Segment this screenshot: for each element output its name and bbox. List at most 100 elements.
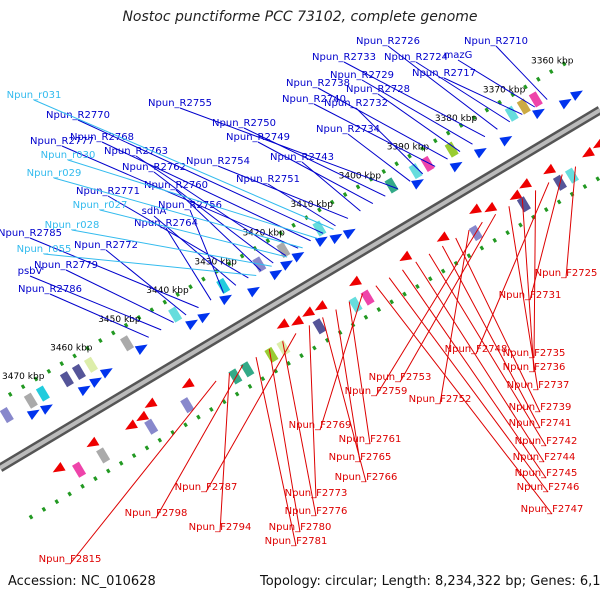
plus-gene-label-leader — [387, 45, 498, 130]
minus-gene-label-leader — [69, 380, 217, 565]
minus-strand-gene-arrow — [399, 250, 413, 262]
minus-strand-gene-arrow — [592, 137, 600, 149]
plus-gene-label: Npun_R2762 — [122, 162, 186, 173]
minus-gene-label-leader — [475, 182, 550, 355]
minus-gene-label: Npun_F2748 — [445, 344, 508, 355]
genome-map-canvas: 3360 kbp 3370 kbp 3380 kbp 3390 kbp 3400 kbp… — [0, 36, 600, 565]
rna-gene-label: Npun_r055 — [17, 244, 72, 255]
plus-strand-gene-arrow — [291, 252, 305, 263]
minus-gene-label-leader — [319, 293, 364, 431]
plus-gene-label-leader — [313, 103, 436, 167]
minus-gene-label: Npun_F2753 — [369, 372, 432, 383]
plus-gene-label-leader — [61, 145, 299, 249]
plus-gene-label: Npun_R2743 — [270, 152, 334, 163]
plus-strand-gene-arrow — [134, 344, 148, 355]
minus-strand-gene-arrow — [136, 410, 150, 422]
minus-feature-block — [264, 346, 279, 364]
minus-gene-label: Npun_F2798 — [125, 508, 188, 519]
minus-gene-label-leader — [255, 357, 297, 547]
plus-feature-block — [59, 371, 74, 388]
plus-gene-label: Npun_R2751 — [236, 174, 300, 185]
plus-strand-gene-arrow — [532, 108, 545, 120]
minus-strand-gene-arrow — [436, 231, 450, 242]
minus-gene-label-leader — [565, 166, 577, 279]
plus-feature-block — [168, 306, 183, 323]
minus-gene-label-leader — [521, 198, 535, 373]
plus-gene-label: sdhA — [142, 206, 167, 217]
minus-strand-gene-arrow — [582, 146, 595, 158]
minus-gene-label-leader — [308, 325, 317, 499]
plus-gene-label-leader — [65, 269, 174, 323]
plus-gene-label: Npun_R2779 — [34, 260, 98, 271]
plus-strand-gene-arrow — [269, 269, 283, 281]
plus-feature-block — [504, 105, 519, 122]
plus-gene-label: Npun_R2710 — [464, 36, 528, 47]
plus-gene-label: Npun_R2763 — [104, 146, 168, 157]
minus-feature-block — [96, 447, 111, 464]
plus-feature-block — [384, 177, 399, 194]
plus-gene-label-leader — [361, 79, 473, 145]
plus-gene-label-leader — [457, 59, 536, 108]
plus-feature-block — [120, 335, 135, 352]
minus-gene-label-leader — [388, 277, 549, 493]
minus-gene-label: Npun_F2773 — [285, 488, 348, 499]
kbp-tick-label: 3470 kbp — [2, 372, 45, 382]
plus-gene-label: Npun_R2750 — [212, 118, 276, 129]
kbp-tick-label: 3430 kbp — [194, 257, 237, 267]
plus-gene-label: Npun_R2771 — [76, 186, 140, 197]
plus-strand-gene-arrow — [558, 98, 572, 110]
plus-gene-label: Npun_R2756 — [158, 200, 222, 211]
minus-gene-label: Npun_F2794 — [189, 522, 252, 533]
minus-feature-block — [240, 361, 255, 378]
minus-gene-label: Npun_F2746 — [517, 482, 580, 493]
plus-feature-block — [83, 356, 98, 373]
minus-strand-gene-arrow — [543, 163, 557, 175]
rna-gene-label: Npun_r030 — [41, 150, 96, 161]
plus-strand-gene-arrow — [39, 404, 53, 415]
plus-strand-gene-arrow — [314, 236, 328, 248]
plus-strand-gene-arrow — [197, 312, 211, 324]
plus-gene-label-leader — [343, 61, 486, 138]
plus-gene-label-leader — [347, 133, 411, 182]
plus-strand-gene-arrow — [473, 147, 487, 159]
minus-gene-label-leader — [402, 269, 547, 479]
minus-strand-gene-arrow — [302, 306, 316, 317]
plus-strand-gene-arrow — [26, 409, 40, 421]
plus-strand-gene-arrow — [89, 377, 103, 388]
minus-gene-label: Npun_F2741 — [509, 418, 572, 429]
minus-gene-label: Npun_F2766 — [335, 472, 398, 483]
plus-strand-gene-arrow — [185, 319, 198, 331]
plus-gene-label-leader — [175, 189, 262, 271]
minus-gene-label-leader — [375, 285, 553, 515]
plus-gene-label: Npun_R2772 — [74, 240, 138, 251]
minus-strand-gene-arrow — [144, 397, 158, 408]
plus-strand-gene-arrow — [219, 294, 232, 306]
plus-gene-label: Npun_R2729 — [330, 70, 394, 81]
minus-gene-label-leader — [268, 349, 301, 533]
plus-gene-label-leader — [495, 45, 548, 100]
kbp-tick-label: 3410 kbp — [291, 200, 334, 210]
backbone — [0, 108, 600, 470]
plus-gene-label-leader — [377, 93, 461, 152]
plus-feature-block — [276, 241, 291, 259]
plus-gene-label-leader — [179, 107, 398, 190]
plus-gene-label: Npun_R2785 — [0, 228, 62, 239]
minus-gene-label: Npun_F2815 — [39, 554, 102, 565]
minus-gene-label: Npun_F2769 — [289, 420, 352, 431]
plus-gene-label-leader — [301, 161, 361, 212]
minus-gene-label: Npun_F2781 — [265, 536, 328, 547]
minus-strand-gene-arrow — [276, 318, 290, 329]
topology-label: Topology: circular; Length: 8,234,322 bp… — [260, 574, 600, 589]
minus-strand-gene-arrow — [125, 419, 138, 430]
minus-gene-label: Npun_F2780 — [269, 522, 332, 533]
rna-gene-label-leader — [99, 209, 288, 258]
plus-feature-block — [0, 406, 14, 424]
minus-gene-label: Npun_F2731 — [499, 290, 562, 301]
minus-strand-gene-arrow — [314, 300, 328, 311]
rna-gene-label: Npun_r027 — [73, 200, 128, 211]
plus-gene-label: psbV — [18, 266, 43, 277]
plus-gene-label: mazG — [444, 50, 473, 61]
minus-gene-label: Npun_F2742 — [515, 436, 578, 447]
minus-feature-block — [180, 397, 195, 414]
